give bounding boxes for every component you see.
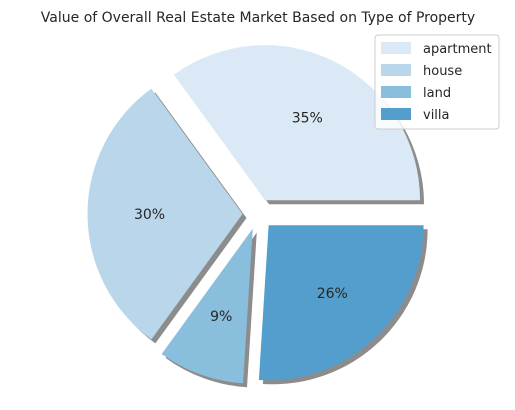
slice-labels: 35% 30% 9% 26% xyxy=(134,110,348,325)
legend-label-house: house xyxy=(423,64,462,79)
legend-label-apartment: apartment xyxy=(423,42,492,57)
legend-swatch-house xyxy=(381,64,411,76)
legend-swatch-apartment xyxy=(381,42,411,54)
chart-title: Value of Overall Real Estate Market Base… xyxy=(41,10,475,26)
slice-label-land: 9% xyxy=(210,309,232,325)
legend-label-villa: villa xyxy=(423,108,450,123)
slice-house xyxy=(87,88,243,340)
legend-swatch-land xyxy=(381,86,411,98)
legend-swatch-villa xyxy=(381,108,411,120)
slice-apartment xyxy=(173,45,421,201)
slice-land xyxy=(161,228,253,384)
slice-label-house: 30% xyxy=(134,207,165,223)
slice-label-villa: 26% xyxy=(317,286,348,302)
legend: apartment house land villa xyxy=(374,34,500,130)
pie-slices xyxy=(87,45,424,384)
legend-label-land: land xyxy=(423,86,451,101)
slice-villa xyxy=(258,225,424,381)
legend-frame xyxy=(374,34,500,130)
slice-label-apartment: 35% xyxy=(292,110,323,126)
